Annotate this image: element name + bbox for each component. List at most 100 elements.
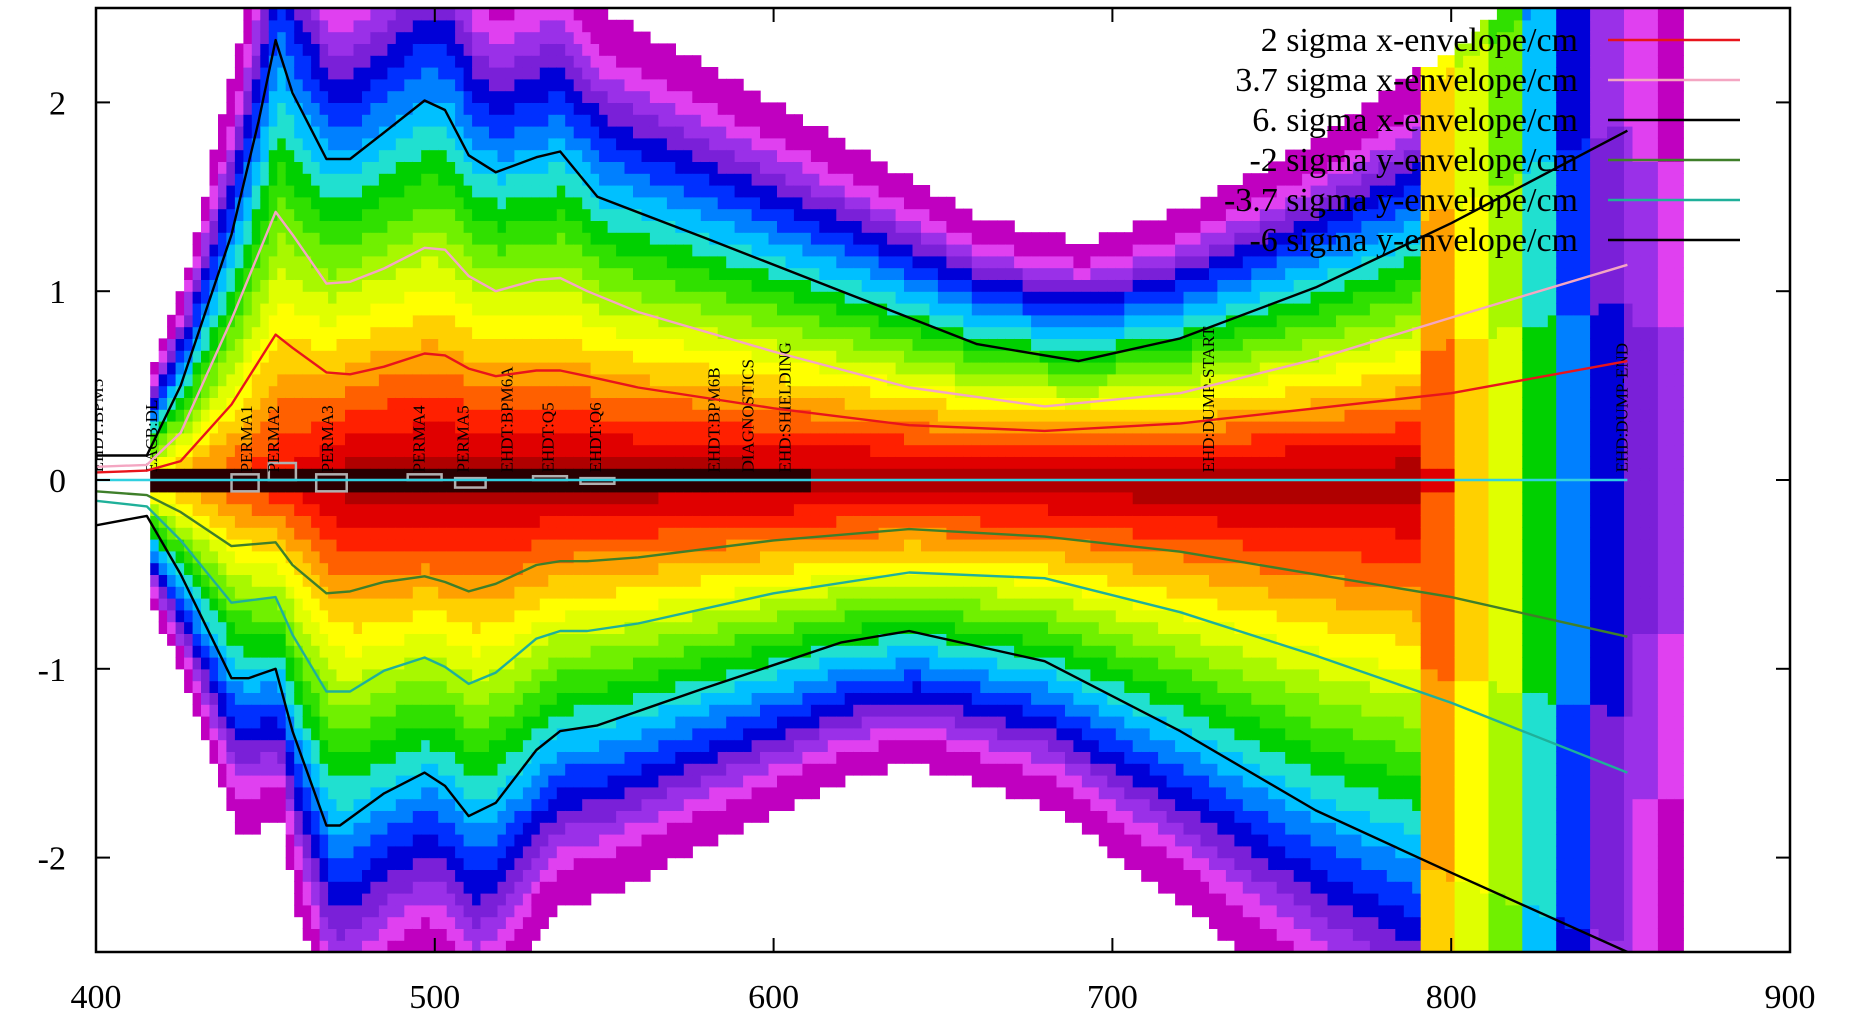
heatmap-cell [633,314,643,328]
heatmap-cell [539,727,549,741]
heatmap-cell [336,857,346,870]
heatmap-cell [582,432,592,446]
heatmap-cell [556,78,566,92]
heatmap-cell [302,609,312,623]
heatmap-cell [463,102,473,115]
heatmap-cell [743,326,753,339]
heatmap-cell [421,244,431,257]
heatmap-cell [429,314,439,328]
heatmap-cell [362,385,372,398]
heatmap-cell [700,550,710,564]
heatmap-cell [599,444,609,457]
heatmap-cell [573,314,583,328]
heatmap-cell [649,456,659,469]
heatmap-cell [438,515,448,528]
heatmap-cell [505,845,515,859]
heatmap-cell [717,338,727,351]
heatmap-cell [285,350,295,363]
heatmap-cell [489,680,499,693]
heatmap-cell [243,8,253,21]
heatmap-cell [717,78,727,92]
heatmap-cell [472,8,482,21]
heatmap-cell [641,421,651,434]
heatmap-cell [243,786,253,800]
heatmap-cell [463,716,473,729]
heatmap-cell [455,515,465,528]
heatmap-cell [607,267,617,280]
heatmap-cell [649,409,659,422]
heatmap-cell [395,692,405,705]
heatmap-cell [514,668,524,682]
heatmap-cell [616,90,626,103]
heatmap-cell [751,562,761,575]
heatmap-cell [438,751,448,764]
heatmap-cell [582,645,592,658]
heatmap-cell [362,303,372,316]
heatmap-cell [336,480,346,493]
heatmap-cell [480,8,490,21]
heatmap-cell [378,869,388,882]
heatmap-cell [209,173,219,186]
heatmap-cell [599,798,609,811]
heatmap-cell [395,798,405,811]
heatmap-cell [514,940,524,952]
heatmap-cell [277,562,287,575]
heatmap-cell [412,338,422,351]
heatmap-cell [590,102,600,115]
heatmap-cell [268,114,278,127]
heatmap-cell [556,255,566,269]
heatmap-cell [455,279,465,292]
heatmap-cell [184,621,194,634]
heatmap-cell [387,385,397,398]
heatmap-cell [505,834,515,847]
heatmap-cell [209,751,219,764]
heatmap-cell [251,185,261,198]
heatmap-cell [150,515,160,528]
heatmap-cell [311,126,321,139]
heatmap-cell [429,810,439,823]
heatmap-cell [387,680,397,693]
heatmap-cell [599,326,609,339]
heatmap-cell [277,598,287,611]
heatmap-cell [150,362,160,375]
heatmap-cell [260,786,270,800]
heatmap-cell [658,291,668,304]
heatmap-cell [429,893,439,906]
heatmap-cell [624,869,634,882]
heatmap-cell [150,503,160,516]
heatmap-cell [531,185,541,198]
heatmap-cell [218,562,228,575]
heatmap-cell [743,515,753,528]
heatmap-cell [514,244,524,257]
heatmap-cell [616,279,626,292]
heatmap-cell [362,739,372,752]
heatmap-cell [362,645,372,658]
heatmap-cell [209,491,219,505]
heatmap-cell [302,161,312,174]
heatmap-cell [743,409,753,422]
heatmap-cell [472,362,482,375]
heatmap-cell [438,279,448,292]
heatmap-cell [692,338,702,351]
heatmap-cell [421,126,431,139]
heatmap-cell [218,739,228,752]
heatmap-cell [412,633,422,646]
heatmap-cell [590,255,600,269]
heatmap-cell [505,775,515,788]
heatmap-cell [268,338,278,351]
heatmap-cell [522,432,532,446]
heatmap-cell [497,539,507,552]
heatmap-cell [709,244,719,257]
heatmap-cell [463,409,473,422]
heatmap-cell [734,751,744,764]
heatmap-cell [243,739,253,752]
heatmap-cell [319,67,329,80]
heatmap-cell [522,586,532,599]
heatmap-cell [531,586,541,599]
heatmap-cell [726,586,736,599]
heatmap-cell [311,338,321,351]
heatmap-cell [362,527,372,540]
heatmap-cell [590,763,600,776]
heatmap-cell [395,373,405,387]
